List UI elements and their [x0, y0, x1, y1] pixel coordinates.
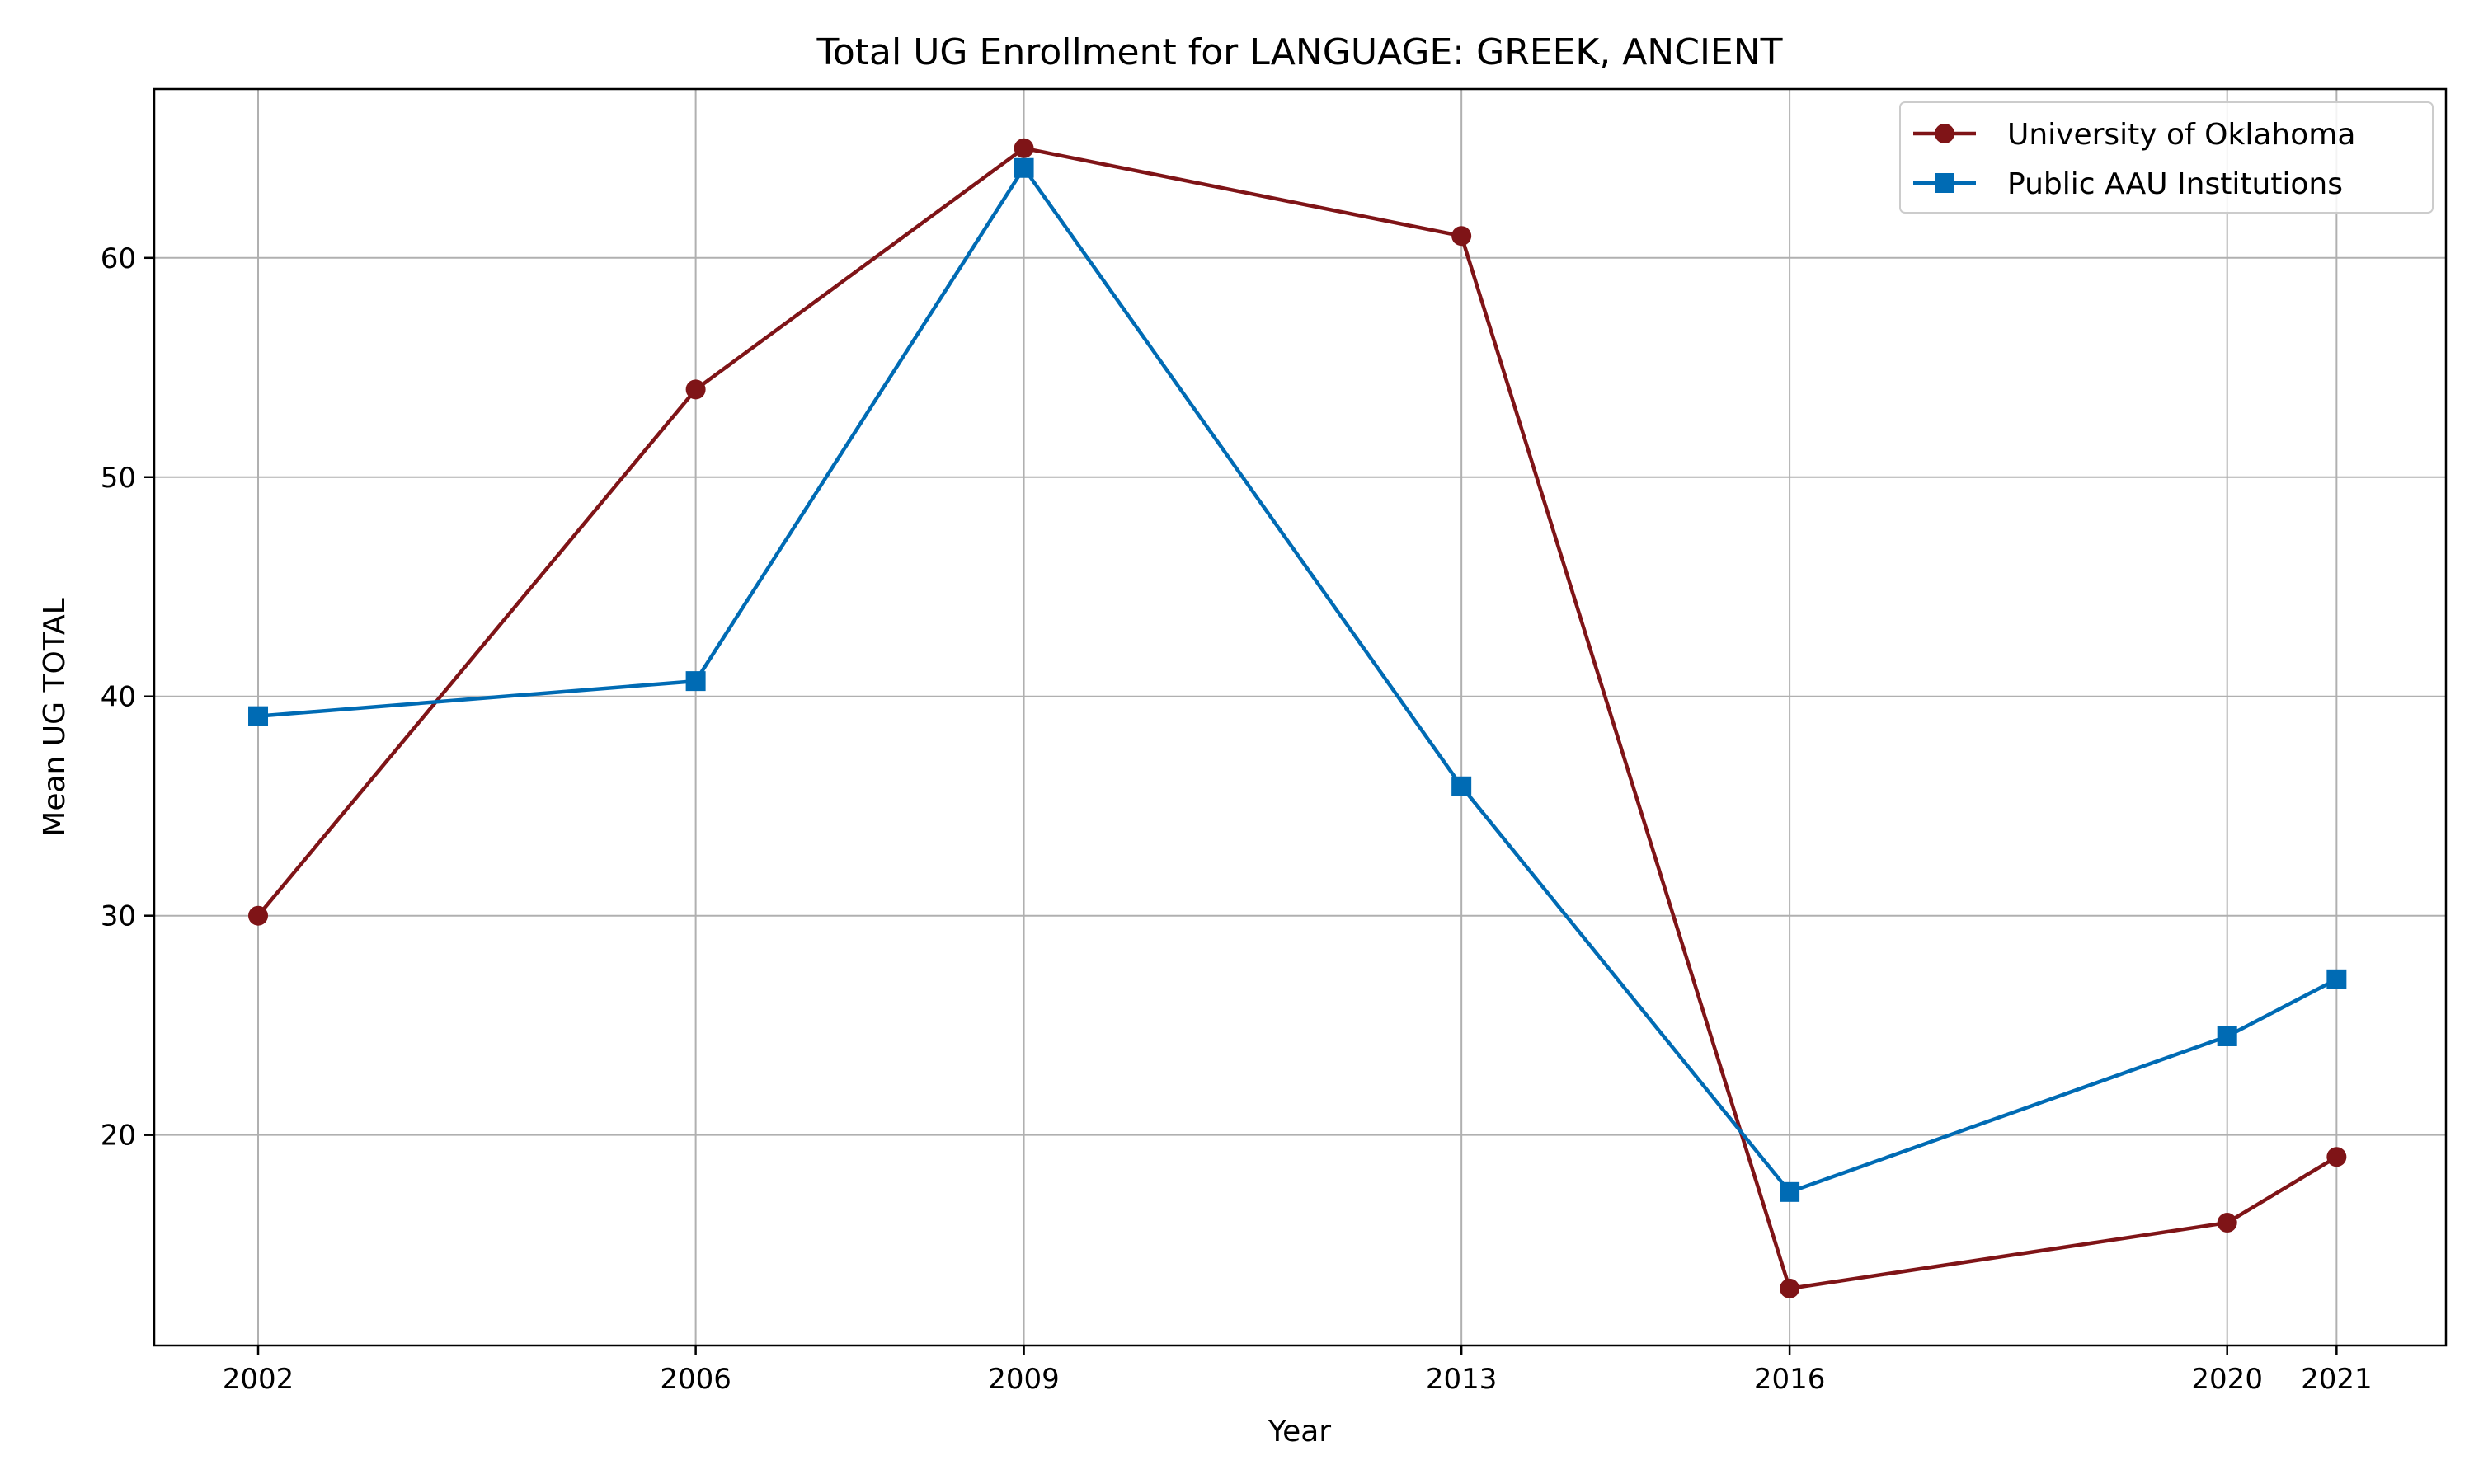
data-point	[1014, 157, 1034, 178]
x-tick-label: 2006	[660, 1363, 731, 1396]
axis-ticks: 2002 2006 2009 2013 2016 2020 2021 20 30 40 50 60	[101, 242, 2373, 1396]
y-axis-label: Mean UG TOTAL	[38, 598, 72, 836]
legend-item-2: Public AAU Institutions	[1913, 167, 2343, 201]
series-1	[248, 138, 2347, 1298]
data-point	[1451, 776, 1472, 796]
y-tick-label: 60	[101, 242, 136, 275]
legend: University of Oklahoma Public AAU Institu…	[1899, 101, 2434, 214]
data-point	[1451, 226, 1472, 247]
y-tick-label: 30	[101, 900, 136, 933]
data-point	[1780, 1278, 1800, 1298]
y-tick-label: 50	[101, 462, 136, 495]
data-point	[2217, 1026, 2237, 1046]
chart-title: Total UG Enrollment for LANGUAGE: GREEK,…	[816, 31, 1782, 73]
data-point	[685, 379, 706, 400]
x-tick-label: 2016	[1754, 1363, 1826, 1396]
data-point	[2326, 969, 2347, 989]
series-2	[248, 157, 2347, 1202]
data-point	[248, 905, 269, 926]
x-tick-label: 2013	[1426, 1363, 1498, 1396]
x-tick-label: 2021	[2301, 1363, 2373, 1396]
data-point	[2217, 1213, 2237, 1233]
y-tick-label: 40	[101, 681, 136, 714]
data-point	[1780, 1181, 1800, 1202]
legend-item-1: University of Oklahoma	[1913, 118, 2355, 152]
legend-swatch-marker	[1935, 124, 1954, 143]
legend-box	[1899, 101, 2434, 214]
y-tick-label: 20	[101, 1120, 136, 1153]
legend-swatch-marker	[1935, 173, 1954, 193]
legend-label: Public AAU Institutions	[2007, 167, 2343, 201]
legend-label: University of Oklahoma	[2007, 118, 2355, 152]
grid-lines	[154, 89, 2446, 1345]
data-point	[685, 671, 706, 692]
x-tick-label: 2020	[2191, 1363, 2263, 1396]
plot-frame	[153, 87, 2448, 1347]
x-axis-label: Year	[1268, 1415, 1331, 1449]
data-point	[248, 706, 269, 726]
x-tick-label: 2009	[988, 1363, 1060, 1396]
x-tick-label: 2002	[223, 1363, 294, 1396]
data-point	[2326, 1147, 2347, 1167]
data-point	[1014, 138, 1034, 158]
series-layer	[248, 138, 2347, 1298]
